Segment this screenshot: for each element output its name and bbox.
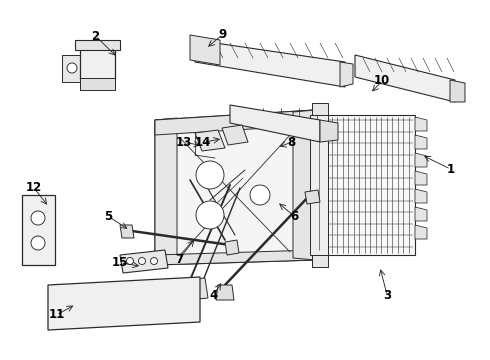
Polygon shape bbox=[155, 110, 315, 135]
Polygon shape bbox=[415, 135, 427, 149]
Text: 2: 2 bbox=[92, 30, 99, 42]
Polygon shape bbox=[222, 125, 248, 145]
Text: 13: 13 bbox=[175, 136, 192, 149]
Circle shape bbox=[196, 201, 224, 229]
Circle shape bbox=[196, 161, 224, 189]
Text: 3: 3 bbox=[383, 289, 391, 302]
Polygon shape bbox=[155, 118, 177, 265]
Text: 1: 1 bbox=[447, 163, 455, 176]
Polygon shape bbox=[305, 190, 320, 204]
Polygon shape bbox=[216, 285, 234, 300]
Polygon shape bbox=[80, 45, 115, 80]
Polygon shape bbox=[230, 105, 320, 142]
Polygon shape bbox=[310, 115, 328, 255]
Polygon shape bbox=[80, 78, 115, 90]
Polygon shape bbox=[195, 130, 225, 151]
Polygon shape bbox=[450, 80, 465, 102]
Circle shape bbox=[31, 211, 45, 225]
Polygon shape bbox=[340, 62, 353, 87]
Polygon shape bbox=[415, 117, 427, 131]
Polygon shape bbox=[293, 110, 315, 260]
Polygon shape bbox=[320, 120, 338, 142]
Polygon shape bbox=[22, 195, 55, 265]
Text: 15: 15 bbox=[112, 256, 128, 269]
Circle shape bbox=[126, 257, 133, 265]
Polygon shape bbox=[415, 153, 427, 167]
Polygon shape bbox=[62, 55, 82, 82]
Polygon shape bbox=[415, 189, 427, 203]
Polygon shape bbox=[120, 250, 168, 273]
Polygon shape bbox=[355, 55, 455, 102]
Circle shape bbox=[31, 236, 45, 250]
Text: 12: 12 bbox=[25, 181, 42, 194]
Text: 5: 5 bbox=[104, 210, 112, 222]
Polygon shape bbox=[155, 110, 315, 265]
Circle shape bbox=[67, 63, 77, 73]
Text: 11: 11 bbox=[48, 309, 65, 321]
Text: 14: 14 bbox=[195, 136, 212, 149]
Polygon shape bbox=[225, 240, 239, 255]
Polygon shape bbox=[185, 278, 208, 300]
Text: 9: 9 bbox=[219, 28, 227, 41]
Text: 10: 10 bbox=[374, 75, 391, 87]
Polygon shape bbox=[75, 40, 120, 50]
Polygon shape bbox=[415, 207, 427, 221]
Polygon shape bbox=[310, 115, 415, 255]
Text: 7: 7 bbox=[175, 253, 183, 266]
Polygon shape bbox=[312, 255, 328, 267]
Text: 4: 4 bbox=[209, 289, 217, 302]
Circle shape bbox=[250, 185, 270, 205]
Polygon shape bbox=[190, 35, 220, 65]
Polygon shape bbox=[195, 40, 345, 87]
Circle shape bbox=[139, 257, 146, 265]
Polygon shape bbox=[415, 171, 427, 185]
Polygon shape bbox=[415, 225, 427, 239]
Text: 8: 8 bbox=[288, 136, 295, 149]
Polygon shape bbox=[120, 225, 134, 238]
Polygon shape bbox=[48, 277, 200, 330]
Circle shape bbox=[150, 257, 157, 265]
Polygon shape bbox=[155, 250, 315, 265]
Text: 6: 6 bbox=[290, 210, 298, 222]
Polygon shape bbox=[312, 103, 328, 115]
